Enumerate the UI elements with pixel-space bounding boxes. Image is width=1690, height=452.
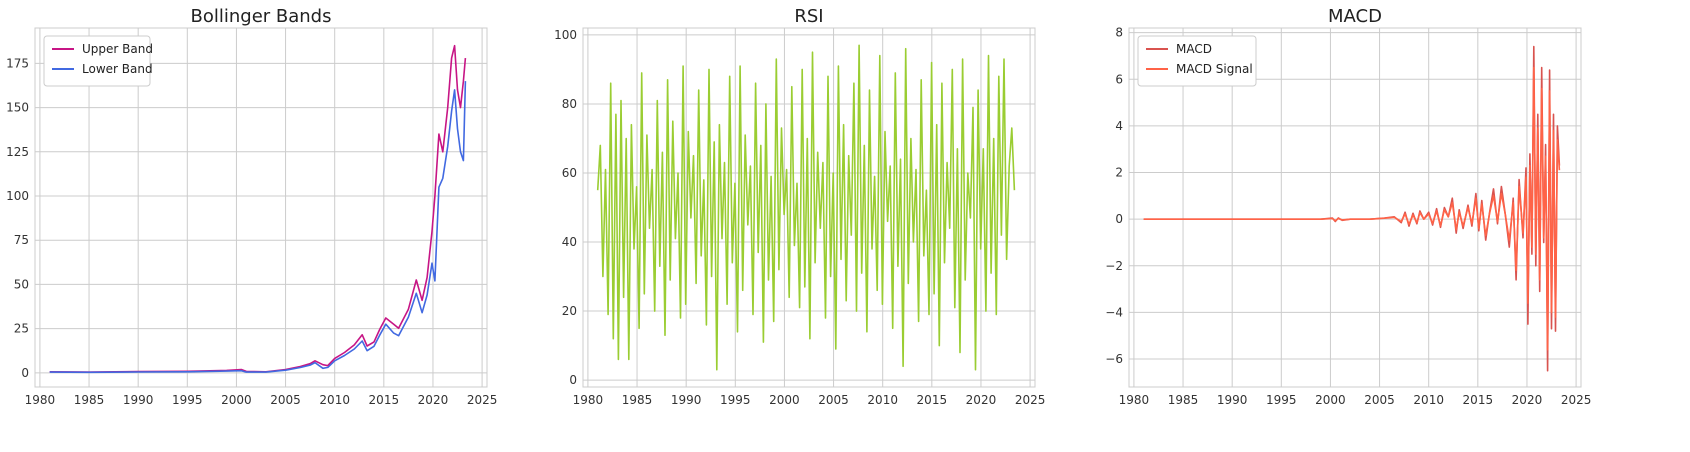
y-tick-label: 25 — [14, 322, 29, 336]
x-tick-label: 1995 — [720, 393, 751, 407]
x-tick-label: 2025 — [1561, 393, 1592, 407]
y-tick-label: 40 — [562, 235, 577, 249]
panel-rsi: 1980 1985 1990 1995 2000 2005 2010 2015 2020 2025… — [554, 6, 1045, 407]
x-tick-label: 1980 — [25, 393, 56, 407]
y-tick-label: 100 — [6, 189, 29, 203]
y-tick-label: 80 — [562, 97, 577, 111]
x-tick-label: 1990 — [671, 393, 702, 407]
y-tick-label: 60 — [562, 166, 577, 180]
x-tick-label: 2015 — [369, 393, 400, 407]
legend-label: Lower Band — [82, 62, 153, 76]
y-tick-label: 4 — [1115, 119, 1123, 133]
x-tick-label: 2005 — [270, 393, 301, 407]
x-tick-label: 1980 — [573, 393, 604, 407]
panel-macd: 1980 1985 1990 1995 2000 2005 2010 2015 2020 2025… — [1105, 6, 1591, 407]
x-tick-label: 2010 — [1413, 393, 1444, 407]
legend-bollinger: Upper Band Lower Band — [43, 35, 153, 87]
y-tick-label: 6 — [1115, 72, 1123, 86]
gridlines-rsi — [583, 28, 1035, 387]
y-tick-label: −6 — [1105, 352, 1123, 366]
y-tick-label: 0 — [569, 373, 577, 387]
y-tick-label: 0 — [1115, 212, 1123, 226]
y-tick-label: 8 — [1115, 26, 1123, 40]
series-macd — [1143, 45, 1561, 372]
y-tick-label: 0 — [21, 366, 29, 380]
x-tick-label: 1985 — [622, 393, 653, 407]
x-tick-label: 2015 — [1463, 393, 1494, 407]
legend-label: MACD Signal — [1176, 62, 1253, 76]
x-tick-label: 2020 — [418, 393, 449, 407]
y-tick-label: 20 — [562, 304, 577, 318]
x-tick-label: 2005 — [1364, 393, 1395, 407]
y-tick-label: 125 — [6, 145, 29, 159]
x-tick-label: 1995 — [1266, 393, 1297, 407]
x-tick-label: 2000 — [769, 393, 800, 407]
chart-title-bollinger-bands: Bollinger Bands — [191, 6, 332, 27]
x-tick-label: 2005 — [818, 393, 849, 407]
legend-label: Upper Band — [82, 42, 153, 56]
series-line-macd-1 — [1143, 66, 1561, 351]
x-tick-label: 2020 — [1512, 393, 1543, 407]
legend-label: MACD — [1176, 42, 1212, 56]
y-tick-label: −4 — [1105, 305, 1123, 319]
y-tick-label: 100 — [554, 28, 577, 42]
chart-title-rsi: RSI — [794, 6, 823, 27]
x-tick-label: 2025 — [1015, 393, 1046, 407]
x-tick-label: 1990 — [123, 393, 154, 407]
legend-macd: MACD MACD Signal — [1137, 35, 1257, 87]
x-tick-label: 2025 — [467, 393, 498, 407]
y-tick-label: 75 — [14, 233, 29, 247]
ticks-macd: 1980 1985 1990 1995 2000 2005 2010 2015 2020 2025… — [1105, 26, 1591, 407]
x-tick-label: 1985 — [74, 393, 105, 407]
x-tick-label: 1985 — [1168, 393, 1199, 407]
plot-area-bollinger — [34, 27, 488, 388]
series-rsi — [596, 44, 1016, 371]
chart-title-macd: MACD — [1328, 6, 1382, 27]
x-tick-label: 2010 — [867, 393, 898, 407]
y-tick-label: 150 — [6, 101, 29, 115]
y-tick-label: 175 — [6, 56, 29, 70]
plot-area-macd — [1128, 27, 1582, 388]
x-tick-label: 2010 — [319, 393, 350, 407]
gridlines-bollinger — [35, 28, 487, 387]
y-tick-label: 2 — [1115, 166, 1123, 180]
series-line-rsi-0 — [596, 44, 1016, 371]
x-tick-label: 2000 — [221, 393, 252, 407]
x-tick-label: 2015 — [917, 393, 948, 407]
x-tick-label: 1990 — [1217, 393, 1248, 407]
panel-bollinger-bands: 1980 1985 1990 1995 2000 2005 2010 2015 2020 2025… — [6, 6, 497, 407]
series-bollinger — [49, 44, 467, 374]
ticks-rsi: 1980 1985 1990 1995 2000 2005 2010 2015 2020 2025… — [554, 28, 1045, 407]
y-tick-label: 50 — [14, 277, 29, 291]
x-tick-label: 2020 — [966, 393, 997, 407]
y-tick-label: −2 — [1105, 259, 1123, 273]
x-tick-label: 2000 — [1315, 393, 1346, 407]
x-tick-label: 1980 — [1119, 393, 1150, 407]
series-line-bollinger-1 — [49, 81, 467, 374]
x-tick-label: 1995 — [172, 393, 203, 407]
ticks-bollinger: 1980 1985 1990 1995 2000 2005 2010 2015 2020 2025… — [6, 56, 497, 407]
